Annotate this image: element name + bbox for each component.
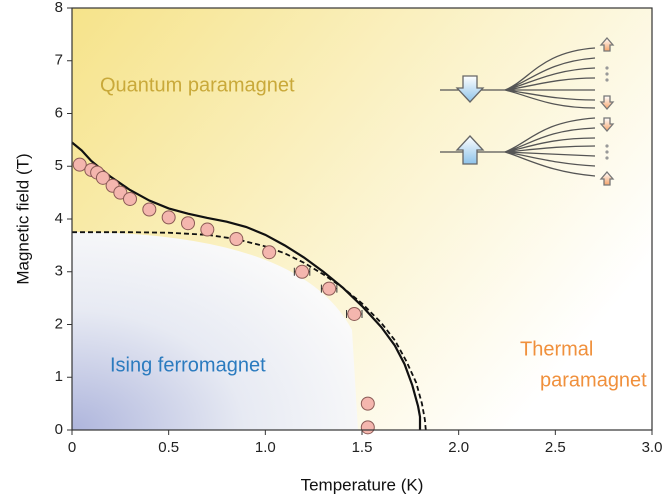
annotation: Ising ferromagnet: [110, 354, 266, 376]
y-tick-label: 1: [55, 368, 63, 385]
y-tick-label: 2: [55, 315, 63, 332]
annotation: paramagnet: [540, 369, 647, 391]
annotation: Thermal: [520, 338, 593, 360]
data-point: [263, 246, 276, 259]
y-axis-label: Magnetic field (T): [13, 153, 32, 284]
y-tick-label: 3: [55, 263, 63, 280]
data-point: [361, 397, 374, 410]
y-tick-label: 4: [55, 210, 63, 227]
page: 0 0.5 1.0 1.5 2.0 2.5 3.0 0 1 2 3 4 5 6 7 8 Quantum para…: [0, 0, 663, 500]
y-tick-label: 8: [55, 0, 63, 16]
annotation: Quantum paramagnet: [100, 74, 295, 96]
x-tick-label: 2.0: [448, 439, 469, 456]
y-tick-label: 5: [55, 157, 63, 174]
data-point: [361, 421, 374, 434]
data-point: [348, 307, 361, 320]
x-tick-label: 1.0: [255, 439, 276, 456]
data-point: [230, 233, 243, 246]
y-tick-label: 6: [55, 104, 63, 121]
data-point: [182, 217, 195, 230]
chart: 0 0.5 1.0 1.5 2.0 2.5 3.0 0 1 2 3 4 5 6 7 8 Quantum para…: [0, 0, 663, 500]
x-axis-label: Temperature (K): [301, 475, 424, 494]
data-point: [162, 211, 175, 224]
x-tick-label: 0.5: [158, 439, 179, 456]
data-point: [143, 203, 156, 216]
data-point: [323, 282, 336, 295]
data-point: [73, 158, 86, 171]
data-point: [124, 192, 137, 205]
x-tick-label: 1.5: [352, 439, 373, 456]
data-point: [201, 223, 214, 236]
y-tick-label: 7: [55, 52, 63, 69]
x-tick-label: 0: [68, 439, 76, 456]
data-point: [296, 265, 309, 278]
y-tick-label: 0: [55, 421, 63, 438]
x-tick-label: 2.5: [545, 439, 566, 456]
x-tick-label: 3.0: [642, 439, 663, 456]
